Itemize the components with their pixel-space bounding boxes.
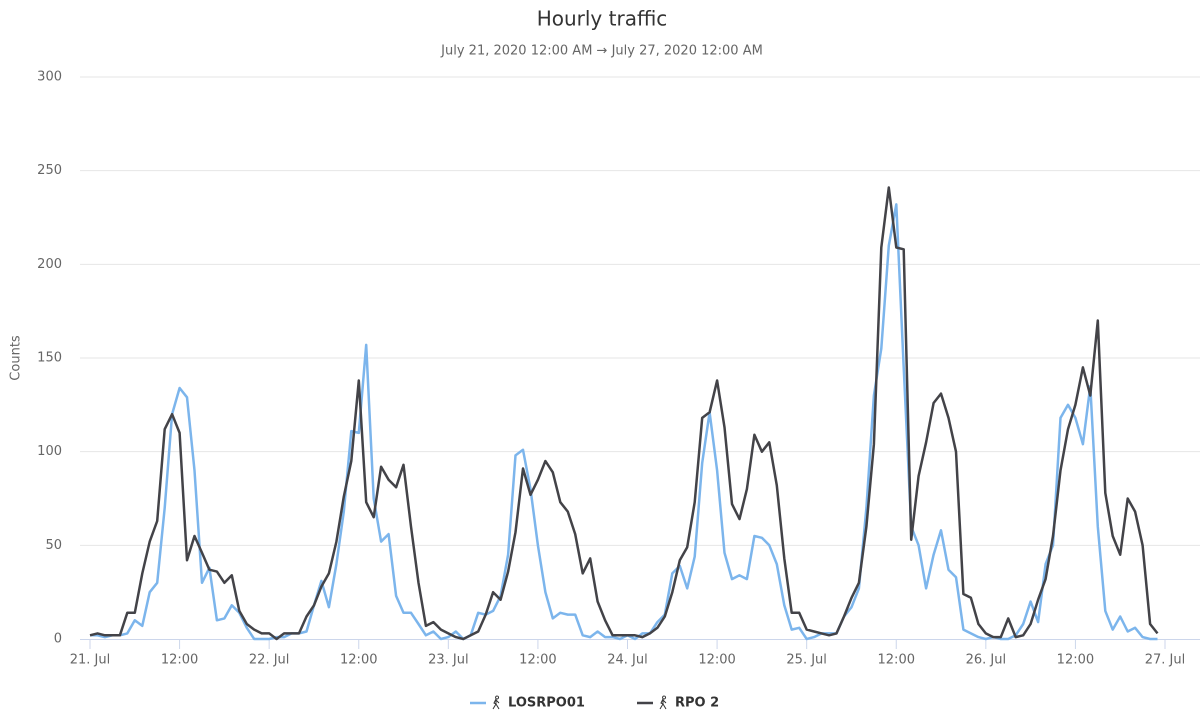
- y-tick-label: 150: [37, 351, 62, 366]
- x-tick-label: 12:00: [698, 653, 735, 668]
- x-tick-label: 25. Jul: [786, 653, 827, 668]
- x-tick-label: 12:00: [1057, 653, 1094, 668]
- x-tick-label: 21. Jul: [70, 653, 111, 668]
- y-tick-label: 300: [37, 70, 62, 85]
- series-line: [89, 186, 1159, 641]
- legend-icon: [492, 695, 500, 710]
- legend-icon: [659, 695, 667, 710]
- chart-subtitle: July 21, 2020 12:00 AM → July 27, 2020 1…: [440, 44, 763, 59]
- y-tick-label: 100: [37, 444, 62, 459]
- chart-title: Hourly traffic: [537, 7, 668, 31]
- x-tick-label: 12:00: [340, 653, 377, 668]
- x-tick-label: 23. Jul: [428, 653, 469, 668]
- y-tick-label: 0: [54, 632, 62, 647]
- y-axis-label: Counts: [9, 335, 24, 381]
- x-tick-label: 27. Jul: [1145, 653, 1186, 668]
- x-tick-label: 26. Jul: [966, 653, 1007, 668]
- x-tick-label: 22. Jul: [249, 653, 290, 668]
- legend-label: LOSRPO01: [508, 696, 585, 711]
- legend-item: RPO 2: [637, 696, 719, 711]
- legend-label: RPO 2: [675, 696, 719, 711]
- series-line: [90, 203, 1158, 641]
- y-tick-label: 50: [45, 538, 62, 553]
- x-tick-label: 12:00: [878, 653, 915, 668]
- y-tick-label: 200: [37, 257, 62, 272]
- x-tick-label: 24. Jul: [607, 653, 648, 668]
- x-tick-label: 12:00: [519, 653, 556, 668]
- y-tick-label: 250: [37, 163, 62, 178]
- x-tick-label: 12:00: [161, 653, 198, 668]
- legend-item: LOSRPO01: [470, 696, 585, 711]
